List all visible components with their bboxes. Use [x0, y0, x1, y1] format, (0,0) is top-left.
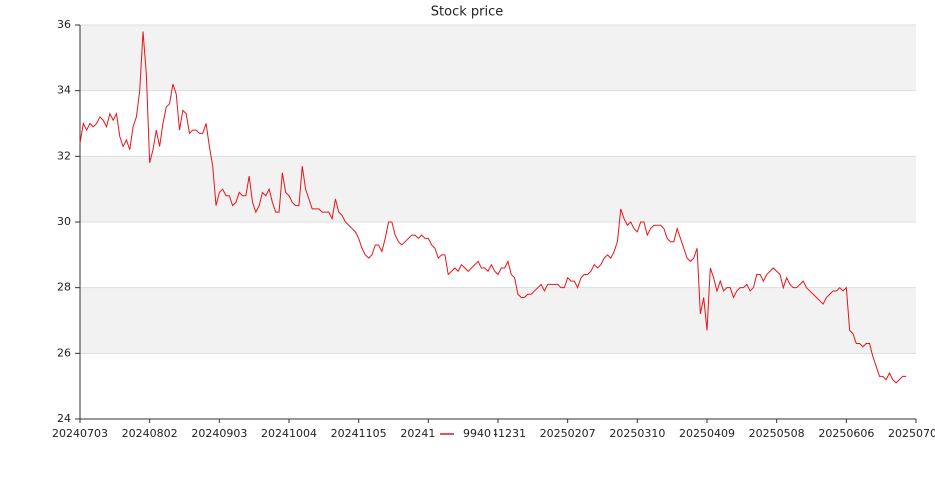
- y-tick-label: 28: [57, 281, 71, 294]
- chart-title: Stock price: [431, 5, 503, 20]
- y-tick-label: 34: [57, 84, 71, 97]
- y-tick-label: 26: [57, 346, 71, 359]
- y-tick-label: 36: [57, 18, 71, 31]
- y-tick-label: 30: [57, 215, 71, 228]
- legend-label: 9940: [463, 427, 491, 440]
- grid-band: [80, 25, 916, 91]
- legend-box: [436, 425, 494, 443]
- x-tick-label: 20240802: [122, 427, 178, 440]
- x-tick-label: 20241105: [331, 427, 387, 440]
- x-tick-label: 20240903: [191, 427, 247, 440]
- x-tick-label: 20250704: [888, 427, 935, 440]
- x-tick-label: 20241004: [261, 427, 317, 440]
- x-tick-label: 20250207: [540, 427, 596, 440]
- grid-band: [80, 287, 916, 354]
- grid-bands: [80, 25, 916, 354]
- x-tick-label: 20250508: [749, 427, 805, 440]
- x-tick-label: 20250606: [818, 427, 874, 440]
- y-tick-label: 24: [57, 412, 71, 425]
- grid-band: [80, 156, 916, 222]
- y-tick-label: 32: [57, 149, 71, 162]
- legend: 9940: [436, 425, 494, 443]
- x-tick-label: 20250409: [679, 427, 735, 440]
- x-tick-label: 20240703: [52, 427, 108, 440]
- x-tick-label: 20250310: [609, 427, 665, 440]
- series-line: [79, 31, 907, 384]
